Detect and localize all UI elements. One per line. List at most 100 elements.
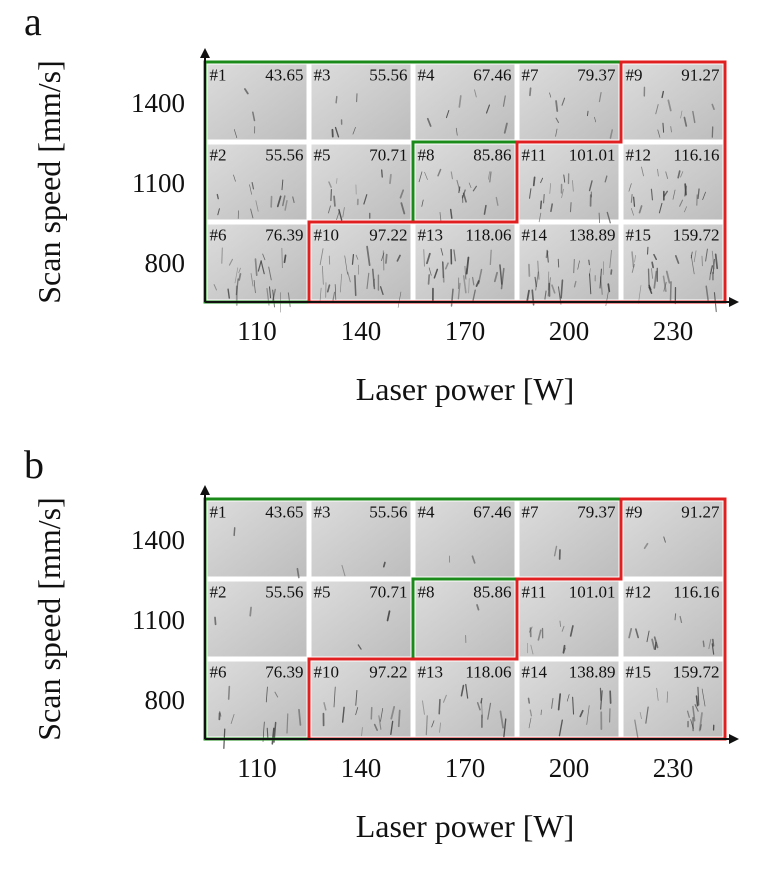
defect-mark — [438, 698, 441, 715]
defect-mark — [712, 258, 715, 275]
defect-mark — [663, 281, 667, 292]
defect-mark — [561, 188, 564, 199]
defect-mark — [228, 258, 234, 266]
defect-mark — [238, 267, 241, 274]
defect-mark — [274, 691, 279, 698]
defect-mark — [711, 103, 715, 110]
defect-mark — [712, 638, 715, 647]
cell-id-label: #9 — [626, 66, 643, 85]
defect-mark — [421, 700, 425, 715]
cell-id-label: #10 — [314, 226, 340, 245]
defect-mark — [684, 206, 687, 213]
defect-mark — [708, 265, 713, 281]
defect-mark — [265, 686, 268, 703]
defect-mark — [472, 289, 476, 303]
sample-cell: #10 97.22 — [311, 661, 411, 737]
defect-mark — [471, 555, 476, 564]
sample-cell: #8 85.86 — [415, 581, 515, 657]
defect-mark — [628, 183, 632, 192]
sample-image — [623, 501, 723, 577]
defect-mark — [651, 261, 655, 269]
defect-mark — [214, 616, 217, 626]
defect-mark — [323, 702, 327, 711]
sample-cell: #3 55.56 — [311, 501, 411, 577]
defect-mark — [462, 192, 467, 203]
defect-mark — [553, 545, 558, 557]
defect-mark — [532, 176, 536, 187]
defect-mark — [697, 188, 700, 200]
sample-cell: #11 101.01 — [519, 581, 619, 657]
defect-mark — [606, 211, 611, 224]
defect-mark — [699, 724, 702, 731]
defect-mark — [442, 261, 444, 279]
defect-mark — [341, 564, 346, 577]
defect-mark — [332, 291, 336, 301]
defect-mark — [647, 268, 650, 289]
defect-mark — [361, 727, 363, 737]
cell-id-label: #8 — [418, 583, 435, 602]
defect-mark — [444, 262, 449, 270]
sample-image — [519, 501, 619, 577]
sample-cell: #5 70.71 — [311, 144, 411, 221]
defect-mark — [399, 189, 405, 199]
cell-value-label: 67.46 — [473, 66, 511, 85]
defect-mark — [255, 200, 259, 212]
defect-mark — [440, 247, 444, 256]
defect-mark — [363, 194, 368, 205]
defect-mark — [572, 180, 574, 192]
defect-mark — [563, 174, 566, 183]
cell-id-label: #12 — [626, 583, 652, 602]
defect-mark — [487, 702, 492, 720]
defect-mark — [573, 280, 577, 288]
defect-mark — [656, 687, 659, 701]
defect-mark — [462, 275, 467, 294]
sample-cell: #13 118.06 — [415, 661, 515, 738]
defect-mark — [216, 193, 219, 200]
defect-mark — [594, 116, 596, 123]
sample-image — [311, 501, 411, 577]
x-tick-label: 140 — [341, 316, 382, 346]
sample-cell: #15 159.72 — [623, 224, 723, 313]
cell-value-label: 101.01 — [569, 583, 616, 602]
cell-id-label: #15 — [626, 226, 652, 245]
defect-mark — [589, 273, 592, 295]
cell-grid: #1 43.65 #3 55.56 #4 67.46 #7 79.37 #9 91.27 #2 55.… — [31, 48, 739, 407]
cell-id-label: #14 — [522, 226, 548, 245]
defect-mark — [254, 258, 258, 277]
defect-mark — [650, 188, 654, 201]
defect-mark — [679, 199, 684, 207]
defect-mark — [710, 265, 714, 275]
y-tick-label: 1100 — [132, 605, 185, 635]
cell-id-label: #9 — [626, 503, 643, 522]
defect-mark — [545, 250, 549, 259]
defect-mark — [400, 202, 406, 215]
cell-value-label: 91.27 — [681, 503, 720, 522]
defect-mark — [598, 91, 602, 103]
defect-mark — [569, 625, 574, 637]
cell-value-label: 70.71 — [369, 146, 407, 165]
defect-mark — [657, 129, 661, 138]
defect-mark — [643, 542, 649, 550]
defect-mark — [674, 613, 677, 621]
defect-mark — [396, 254, 401, 262]
defect-mark — [694, 704, 699, 712]
defect-mark — [238, 273, 242, 281]
defect-mark — [690, 254, 695, 275]
defect-mark — [468, 182, 472, 189]
defect-mark — [550, 203, 553, 213]
defect-mark — [357, 644, 362, 650]
sample-cell: #12 116.16 — [623, 581, 723, 657]
defect-mark — [489, 249, 492, 266]
defect-mark — [262, 253, 266, 261]
defect-mark — [450, 171, 453, 180]
defect-mark — [355, 690, 358, 706]
defect-mark — [500, 267, 505, 290]
x-tick-label: 230 — [653, 316, 694, 346]
defect-mark — [634, 255, 636, 263]
defect-mark — [631, 208, 634, 216]
defect-mark — [653, 253, 658, 261]
sample-image — [415, 144, 515, 220]
cell-id-label: #13 — [418, 226, 444, 245]
defect-mark — [558, 719, 564, 737]
defect-mark — [421, 199, 424, 207]
